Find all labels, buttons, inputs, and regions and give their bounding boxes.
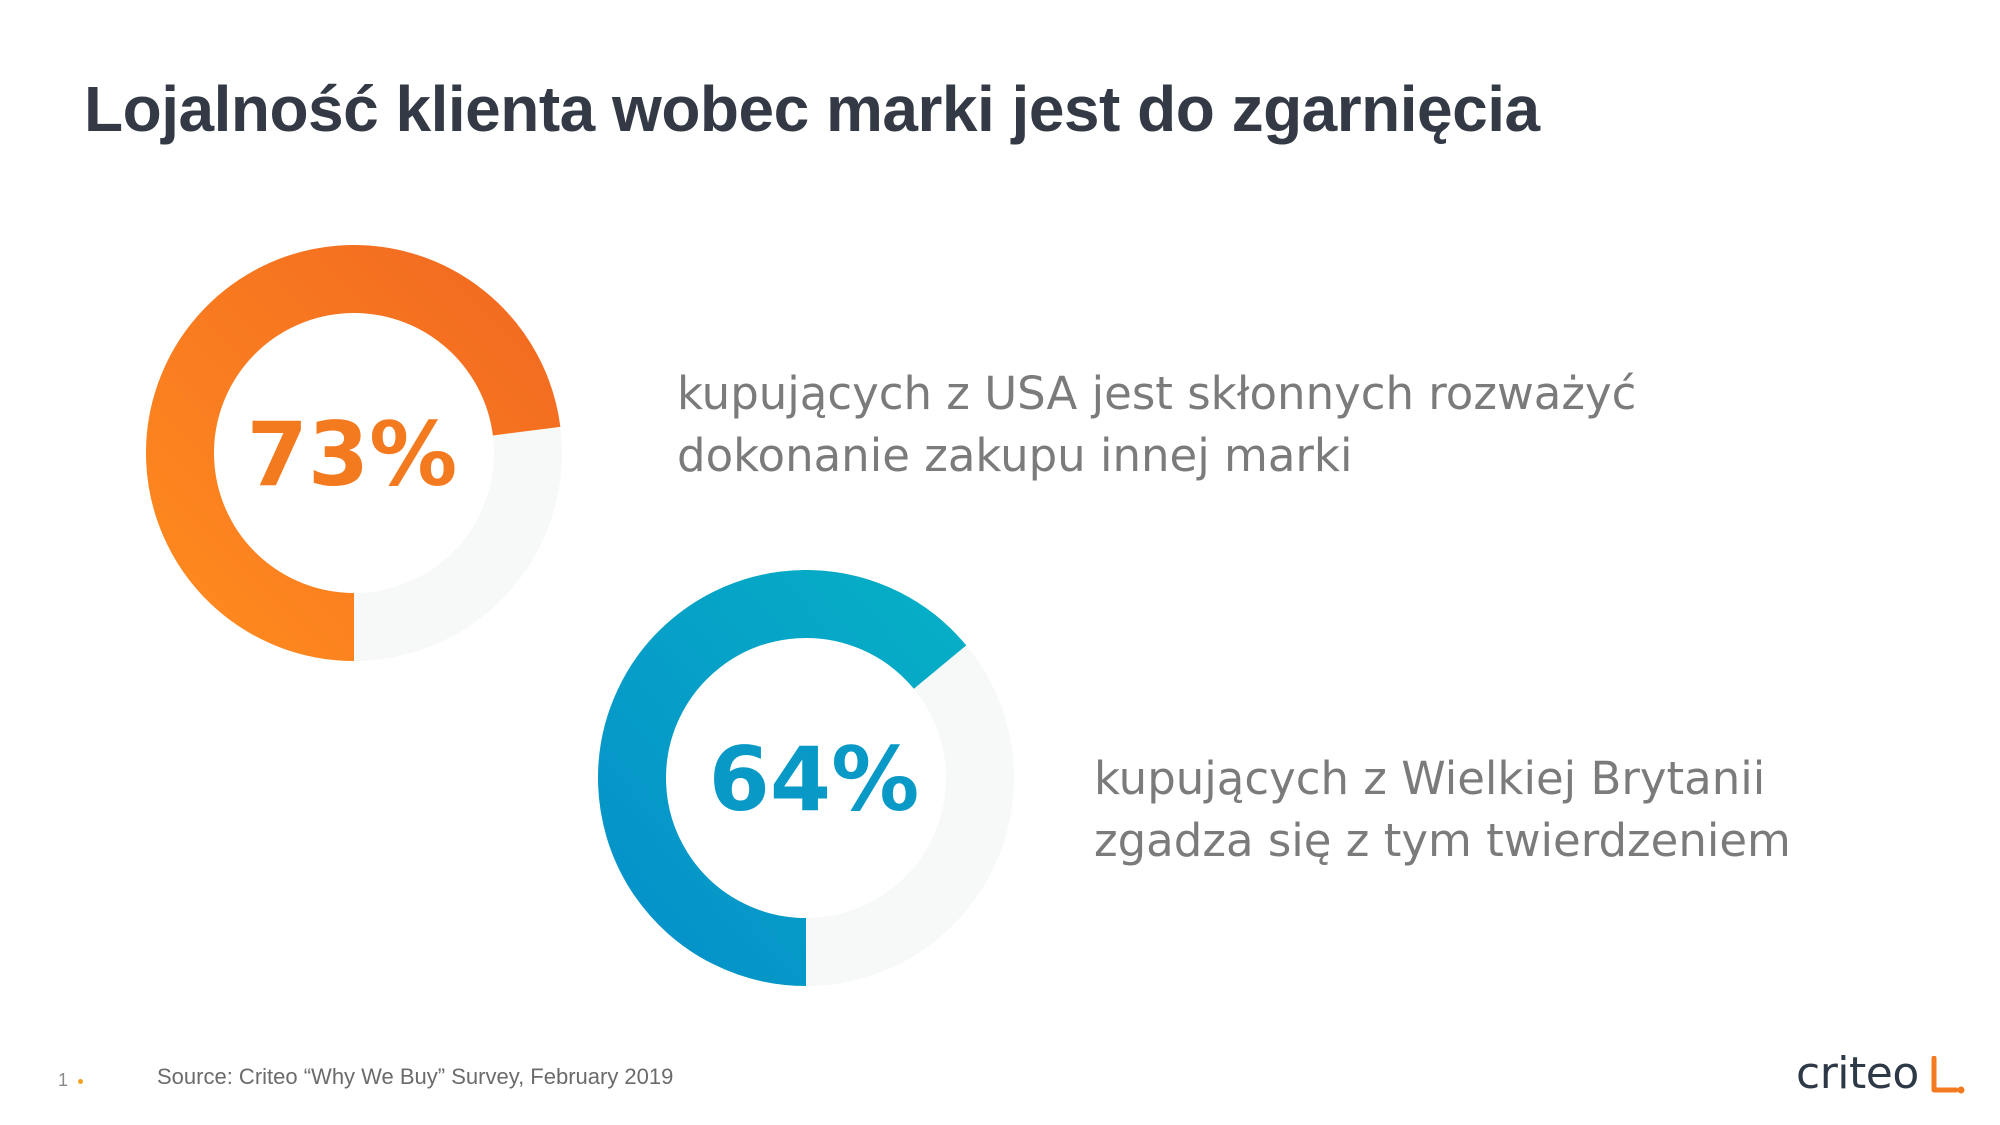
slide-title: Lojalność klienta wobec marki jest do zg… [84, 73, 1540, 145]
usa-description-line-1: kupujących z USA jest skłonnych rozważyć [677, 367, 1637, 420]
logo-wordmark: criteo [1796, 1048, 1919, 1099]
uk-description-line-1: kupujących z Wielkiej Brytanii [1094, 752, 1766, 805]
source-note: Source: Criteo “Why We Buy” Survey, Febr… [157, 1064, 674, 1089]
page-number-dot [78, 1079, 83, 1084]
uk-description: kupujących z Wielkiej Brytanii zgadza si… [1094, 748, 1791, 872]
donut-value-label: 64% [709, 728, 920, 831]
usa-description: kupujących z USA jest skłonnych rozważyć… [677, 363, 1636, 487]
donut-value-arc [146, 245, 561, 661]
usa-description-line-2: dokonanie zakupu innej marki [677, 429, 1353, 482]
donut-chart-usa: 73% [146, 245, 562, 661]
criteo-logo: criteo [1796, 1048, 1966, 1108]
donut-chart-uk: 64% [598, 570, 1014, 986]
donut-value-label: 73% [247, 403, 458, 506]
logo-mark-icon [1931, 1056, 1965, 1094]
donut-value-arc [598, 570, 967, 986]
uk-description-line-2: zgadza się z tym twierdzeniem [1094, 814, 1791, 867]
page-number: 1 [58, 1070, 69, 1090]
